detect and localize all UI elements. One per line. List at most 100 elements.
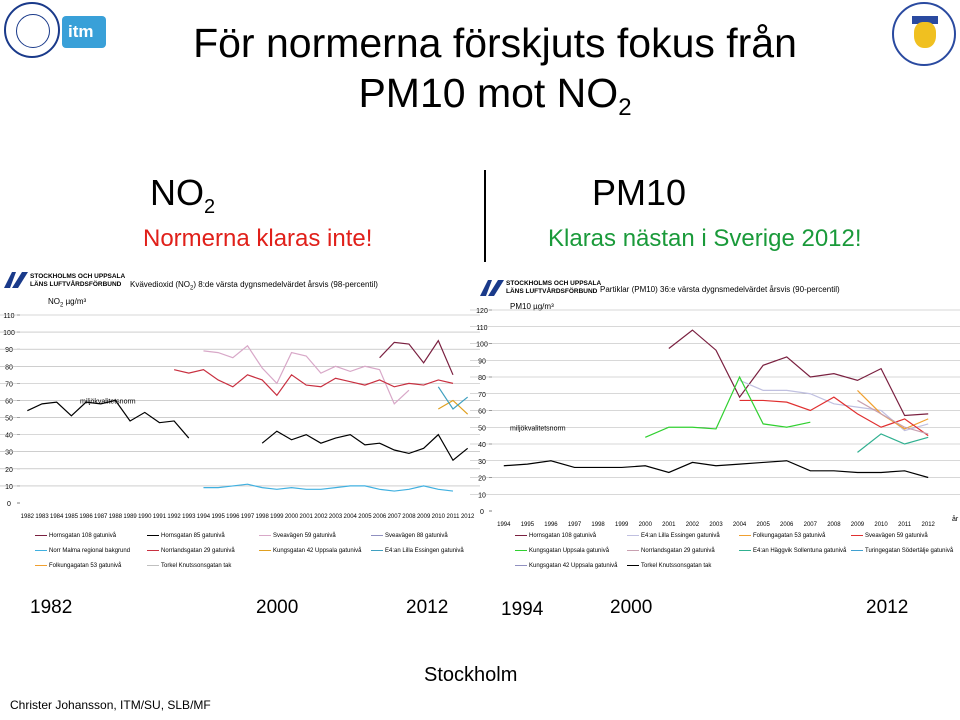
legend-label: E4:an Häggvik Sollentuna gatunivå [753,548,847,554]
x-tick-label: 1999 [270,514,284,520]
legend-item: E4:an Häggvik Sollentuna gatunivå [739,548,846,554]
series-line [261,430,469,462]
slide-title: För normerna förskjuts fokus från PM10 m… [90,18,900,133]
legend-item: Torkel Knutssonsgatan tak [627,563,711,569]
legend-item: Folkungagatan 53 gatunivå [739,533,825,539]
no2-heading: NO2 [150,172,216,219]
y-tick-label: 70 [478,392,486,399]
legend-item: E4:an Lilla Essingen gatunivå [371,548,464,554]
x-tick-label: 2012 [461,514,475,520]
x-tick-label: 1982 [21,514,35,520]
pm10-y-unit: PM10 µg/m³ [510,302,554,311]
x-tick-label: 2012 [922,522,936,528]
legend-swatch [35,549,47,551]
y-tick-label: 100 [476,342,488,349]
x-tick-label: 1997 [568,522,582,528]
series-line [668,329,929,417]
section-divider [484,170,486,262]
stockholm-stad-logo [892,2,956,66]
series-line [739,396,929,437]
title-line-2: PM10 mot NO2 [358,70,632,121]
legend-swatch [627,549,639,551]
legend-item: Hornsgatan 108 gatunivå [515,533,596,539]
x-tick-label: 1989 [123,514,137,520]
x-tick-label: 1986 [79,514,93,520]
y-tick-label: 70 [5,381,13,388]
legend-label: Norr Malma regional bakgrund [49,548,131,554]
legend-swatch [259,534,271,536]
x-tick-label: 2010 [432,514,446,520]
legend-item: Turingegatan Södertälje gatunivå [851,548,953,554]
x-tick-label: 2007 [388,514,402,520]
series-line [645,375,811,438]
series-line [27,399,190,439]
y-tick-label: 80 [478,375,486,382]
year-label-right-end: 2012 [866,597,909,618]
itm-logo: itm [62,16,106,48]
legend-swatch [515,534,527,536]
series-line [379,339,454,376]
x-tick-label: 2008 [402,514,416,520]
legend-label: Hornsgatan 108 gatunivå [529,533,597,539]
x-tick-label: 2006 [373,514,387,520]
x-tick-label: 2003 [709,522,723,528]
x-tick-label: 1984 [50,514,64,520]
author-footer: Christer Johansson, ITM/SU, SLB/MF [10,698,211,712]
y-tick-label: 30 [478,459,486,466]
legend-item: Kungsgatan 42 Uppsala gatunivå [515,563,617,569]
y-tick-label: 10 [5,484,13,491]
legend-label: Torkel Knutssonsgatan tak [161,563,232,569]
x-tick-label: 2002 [686,522,700,528]
year-label-left-end: 2012 [406,597,449,618]
norm-label: miljökvalitetsnorm [510,425,566,432]
x-tick-label: 1994 [197,514,211,520]
org-name-right: STOCKHOLMS OCH UPPSALA LÄNS LUFTVÅRDSFÖRB… [506,280,602,295]
legend-swatch [147,534,159,536]
y-tick-label: 40 [478,442,486,449]
city-label: Stockholm [424,664,518,686]
x-tick-label: 1996 [544,522,558,528]
x-tick-label: 1990 [138,514,152,520]
legend-swatch [739,549,751,551]
legend-swatch [851,549,863,551]
x-tick-label: 2007 [804,522,818,528]
pm10-heading: PM10 [592,172,687,213]
x-tick-label: 2004 [344,514,358,520]
legend-label: Torkel Knutssonsgatan tak [641,563,712,569]
legend-label: Sveavägen 88 gatunivå [385,533,448,539]
legend-item: Hornsgatan 108 gatunivå [35,533,116,539]
legend-label: Sveavägen 59 gatunivå [273,533,336,539]
series-line [173,369,454,397]
x-tick-label: 1998 [255,514,269,520]
year-label-left-mid: 2000 [256,597,299,618]
y-tick-label: 0 [480,509,484,516]
y-tick-label: 100 [3,330,15,337]
legend-item: Norrlandsgatan 29 gatunivå [147,548,235,554]
series-line [203,483,454,492]
x-tick-label: 2011 [898,522,912,528]
legend-label: Sveavägen 59 gatunivå [865,533,928,539]
legend-item: Kungsgatan Uppsala gatunivå [515,548,609,554]
x-tick-label: 2011 [447,514,461,520]
year-label-right-start: 1994 [501,599,544,620]
x-tick-label: 2001 [300,514,314,520]
y-tick-label: 30 [5,450,13,457]
legend-item: Norr Malma regional bakgrund [35,548,130,554]
x-tick-label: 1987 [94,514,108,520]
x-tick-label: 1999 [615,522,629,528]
series-line [857,389,929,430]
legend-swatch [147,564,159,566]
x-tick-label: 2001 [662,522,676,528]
legend-item: Folkungagatan 53 gatunivå [35,563,121,569]
series-line [203,344,410,405]
year-label-left-start: 1982 [30,597,73,618]
x-tick-label: 1991 [153,514,167,520]
no2-y-unit: NO2 µg/m³ [48,297,87,309]
title-line-1: För normerna förskjuts fokus från [193,20,797,66]
y-tick-label: 80 [5,364,13,371]
series-line [857,433,929,453]
legend-label: E4:an Lilla Essingen gatunivå [641,533,720,539]
x-tick-label: 1992 [167,514,181,520]
y-tick-label: 60 [5,398,13,405]
